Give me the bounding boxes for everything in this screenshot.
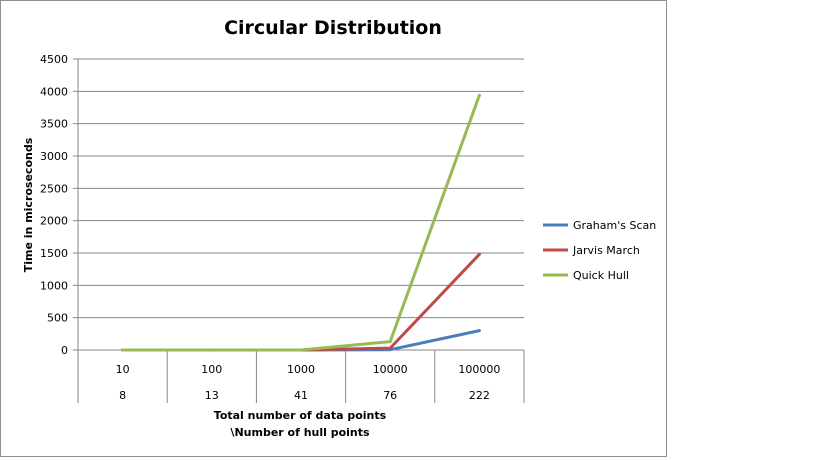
legend-label: Quick Hull [573, 269, 629, 282]
y-tick-label: 500 [47, 312, 68, 325]
x-tick-label: 10 [116, 363, 130, 376]
data-point [299, 348, 303, 352]
y-axis-label: Time in microseconds [22, 137, 35, 272]
chart-title: Circular Distribution [224, 17, 442, 39]
data-point [477, 329, 481, 333]
y-tick-label: 4500 [40, 53, 68, 66]
y-tick-label: 4000 [40, 85, 68, 98]
x-axis-label-line1: Total number of data points [214, 409, 387, 422]
x-tick-label: 100000 [458, 363, 500, 376]
x-tick-label: 1000 [287, 363, 315, 376]
chart-border [0, 0, 667, 457]
y-tick-label: 1500 [40, 247, 68, 260]
data-point [210, 348, 214, 352]
y-tick-label: 3500 [40, 118, 68, 131]
x-tick-label-secondary: 222 [469, 389, 490, 402]
y-tick-label: 2000 [40, 215, 68, 228]
y-tick-label: 2500 [40, 182, 68, 195]
data-point [477, 252, 481, 256]
y-tick-label: 0 [61, 344, 68, 357]
x-tick-label-secondary: 8 [119, 389, 126, 402]
data-point [477, 93, 481, 97]
x-tick-label: 10000 [373, 363, 408, 376]
legend-label: Jarvis March [572, 244, 640, 257]
legend-label: Graham's Scan [573, 219, 656, 232]
x-tick-label-secondary: 41 [294, 389, 308, 402]
x-tick-label-secondary: 13 [205, 389, 219, 402]
x-tick-label: 100 [201, 363, 222, 376]
y-tick-label: 3000 [40, 150, 68, 163]
y-tick-label: 1000 [40, 279, 68, 292]
data-point [388, 340, 392, 344]
x-axis-label-line2: \Number of hull points [230, 426, 370, 439]
data-point [121, 348, 125, 352]
x-tick-label-secondary: 76 [383, 389, 397, 402]
data-point [388, 346, 392, 350]
